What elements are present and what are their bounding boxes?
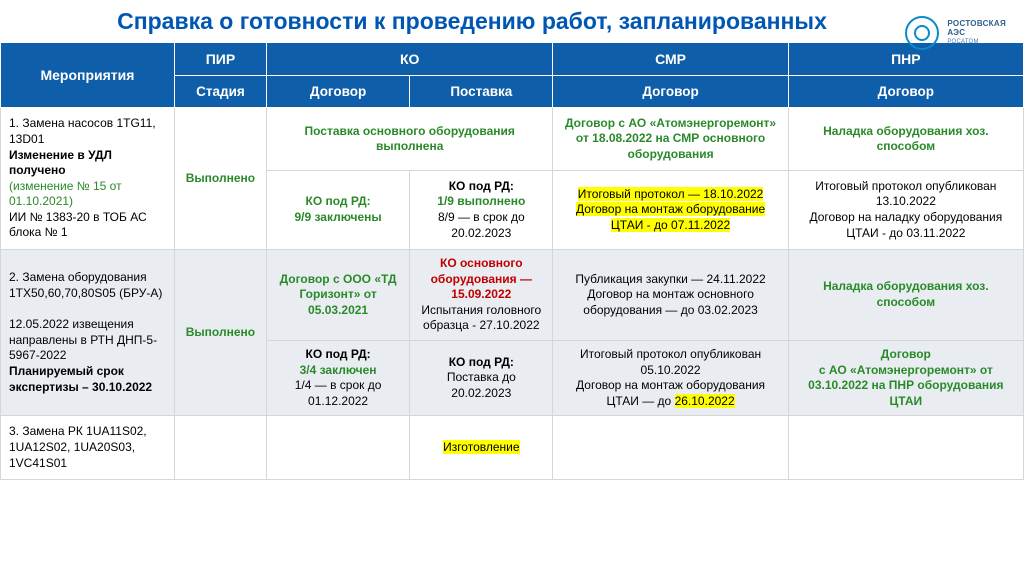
r1-pnr-top: Наладка оборудования хоз. способом [788, 108, 1023, 171]
r1-smr-top: Договор с АО «Атомэнергоремонт» от 18.08… [553, 108, 788, 171]
r3-pnr [788, 416, 1023, 480]
th-ko-postavka: Поставка [410, 75, 553, 108]
logo-line2: АЭС [947, 29, 1006, 37]
th-smr: СМР [553, 42, 788, 75]
r2-ko-p-top: КО основного оборудования — 15.09.2022 И… [410, 250, 553, 341]
r2-ko-p-bot: КО под РД: Поставка до 20.02.2023 [410, 341, 553, 416]
r1-smr-bot: Итоговый протокол — 18.10.2022 Договор н… [553, 171, 788, 250]
r2-stage: Выполнено [174, 250, 266, 416]
r1-activity: 1. Замена насосов 1TG11, 13D01 Изменение… [1, 108, 175, 250]
r2-pnr-bot: Договор с АО «Атомэнергоремонт» от 03.10… [788, 341, 1023, 416]
r3-activity: 3. Замена РК 1UA11S02, 1UA12S02, 1UA20S0… [1, 416, 175, 480]
r2-act-l3: Планируемый срок экспертизы – 30.10.2022 [9, 364, 152, 394]
th-activities: Мероприятия [1, 42, 175, 108]
r1-act-l4: ИИ № 1383-20 в ТОБ АС блока № 1 [9, 210, 147, 240]
r1-ko-top: Поставка основного оборудования выполнен… [266, 108, 552, 171]
th-pnr-dogovor: Договор [788, 75, 1023, 108]
r3-ko-d [266, 416, 409, 480]
r1-stage: Выполнено [174, 108, 266, 250]
page-title: Справка о готовности к проведению работ,… [0, 0, 1024, 42]
readiness-table: Мероприятия ПИР КО СМР ПНР Стадия Догово… [0, 42, 1024, 481]
r1-act-l3: (изменение № 15 от 01.10.2021) [9, 179, 122, 209]
r2-pnr-top: Наладка оборудования хоз. способом [788, 250, 1023, 341]
r2-smr-top: Публикация закупки — 24.11.2022 Договор … [553, 250, 788, 341]
r1-ko-p-bot: КО под РД: 1/9 выполнено 8/9 — в срок до… [410, 171, 553, 250]
r2-activity: 2. Замена оборудования 1TX50,60,70,80S05… [1, 250, 175, 416]
r1-pnr-bot: Итоговый протокол опубликован 13.10.2022… [788, 171, 1023, 250]
r2-smr-bot: Итоговый протокол опубликован 05.10.2022… [553, 341, 788, 416]
r2-ko-d-bot: КО под РД: 3/4 заключен 1/4 — в срок до … [266, 341, 409, 416]
r2-act-l1: 2. Замена оборудования 1TX50,60,70,80S05… [9, 270, 162, 300]
th-pir: ПИР [174, 42, 266, 75]
th-stage: Стадия [174, 75, 266, 108]
logo-line3: РОСАТОМ [947, 39, 1006, 45]
r2-act-l2: 12.05.2022 извещения направлены в РТН ДН… [9, 317, 157, 362]
r1-act-l2: Изменение в УДЛ получено [9, 148, 112, 178]
r1-act-l1: 1. Замена насосов 1TG11, 13D01 [9, 116, 156, 146]
r3-stage [174, 416, 266, 480]
th-ko-dogovor: Договор [266, 75, 409, 108]
th-ko: КО [266, 42, 552, 75]
brand-logo: РОСТОВСКАЯ АЭС РОСАТОМ [905, 16, 1006, 50]
r3-smr [553, 416, 788, 480]
logo-mark [905, 16, 939, 50]
r1-ko-d-bot: КО под РД: 9/9 заключены [266, 171, 409, 250]
r2-ko-d-top: Договор с ООО «ТД Горизонт» от 05.03.202… [266, 250, 409, 341]
r3-ko-p: Изготовление [410, 416, 553, 480]
th-smr-dogovor: Договор [553, 75, 788, 108]
